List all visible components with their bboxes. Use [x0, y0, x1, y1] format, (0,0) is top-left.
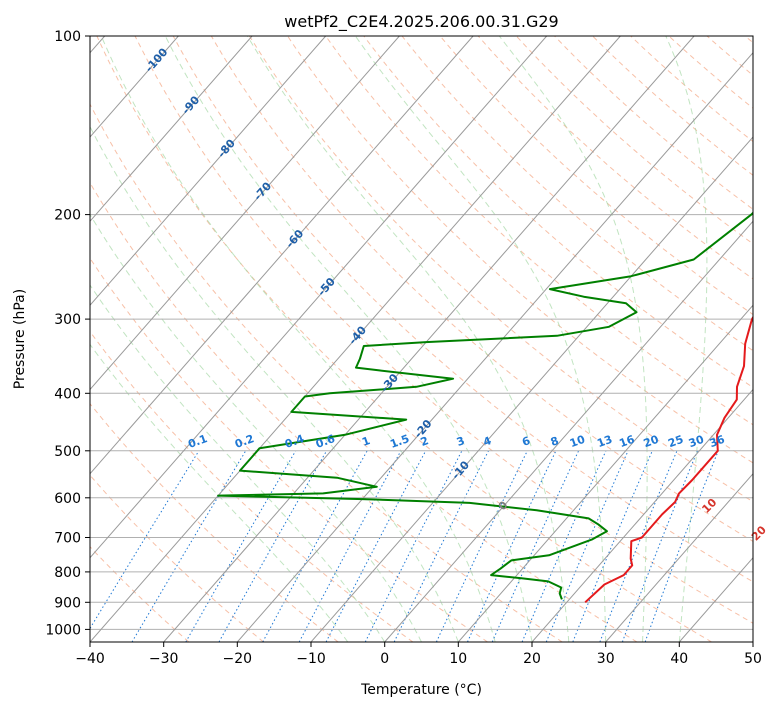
- dry-adiabat-line: [172, 36, 753, 583]
- x-tick-label: 50: [744, 651, 762, 667]
- dry-adiabat-line: [90, 474, 264, 642]
- dry-adiabat-line: [325, 36, 753, 426]
- mixing-ratio-label: 10: [568, 433, 587, 451]
- y-tick-label: 300: [54, 312, 81, 328]
- mixing-ratio-line: [644, 450, 719, 642]
- x-tick-label: 10: [449, 651, 467, 667]
- dry-adiabats: [90, 36, 753, 642]
- isotherm-line: [310, 136, 753, 642]
- mixing-ratio-label: 36: [708, 433, 727, 451]
- x-axis-label: Temperature (°C): [360, 682, 482, 698]
- isotherm-line: [457, 304, 753, 642]
- mixing-ratio-label: 0.2: [233, 432, 256, 451]
- moist-adiabat-line: [100, 36, 496, 642]
- x-tick-label: −10: [296, 651, 326, 667]
- moist-adiabat-line: [665, 36, 708, 642]
- x-tick-label: 20: [523, 651, 541, 667]
- isotherm-line: [384, 220, 753, 642]
- y-tick-label: 500: [54, 444, 81, 460]
- y-tick-label: 200: [54, 208, 81, 224]
- x-tick-label: −30: [149, 651, 179, 667]
- x-tick-label: 0: [380, 651, 389, 667]
- x-axis-ticks: −40 −30 −20 −10 0 10 20 30 40 50: [75, 642, 762, 667]
- mixing-ratio-label: 6: [520, 434, 532, 449]
- mixing-ratio-line: [521, 450, 607, 642]
- dry-adiabat-line: [90, 402, 339, 642]
- mixing-ratio-line: [364, 450, 463, 642]
- plot-background: [90, 36, 753, 642]
- moist-adiabat-line: [90, 343, 349, 642]
- mixing-ratio-label: 25: [666, 433, 685, 450]
- mixing-ratio-label: 13: [595, 433, 614, 450]
- y-tick-label: 100: [54, 29, 81, 45]
- mixing-ratio-line: [262, 450, 368, 642]
- mixing-ratio-label: 8: [549, 434, 561, 449]
- y-tick-label: 400: [54, 386, 81, 402]
- isotherm-line: [752, 641, 753, 642]
- y-tick-label: 700: [54, 531, 81, 547]
- mixing-ratio-line: [599, 450, 678, 642]
- y-tick-label: 800: [54, 565, 81, 581]
- isotherm-line: [163, 36, 695, 642]
- chart-title: wetPf2_C2E4.2025.206.00.31.G29: [284, 12, 558, 32]
- mixing-ratio-line: [298, 450, 402, 642]
- mixing-ratio-label: 0.6: [314, 432, 337, 451]
- moist-adiabat-line: [354, 36, 607, 642]
- x-tick-label: 40: [670, 651, 688, 667]
- mixing-ratio-line: [90, 450, 200, 630]
- y-tick-label: 900: [54, 595, 81, 611]
- dry-adiabat-line: [90, 181, 563, 642]
- moist-adiabat-line: [90, 125, 459, 642]
- y-tick-label: 1000: [45, 622, 81, 638]
- mixing-ratio-label: 0.4: [283, 432, 306, 451]
- dewpoint-profile-line: [217, 211, 753, 600]
- x-tick-label: −40: [75, 651, 105, 667]
- isotherm-line: [90, 36, 327, 307]
- mixing-ratio-label: 1: [360, 434, 372, 449]
- mixing-ratio-label: 30: [687, 433, 706, 451]
- moist-adiabat-line: [498, 36, 648, 642]
- mixing-ratio-label: 20: [642, 433, 661, 451]
- isotherm-line: [90, 36, 253, 222]
- dry-adiabat-line: [90, 103, 638, 642]
- isotherm-line: [90, 36, 400, 391]
- temperature-profile-line: [584, 315, 753, 604]
- mixing-ratio-line: [621, 450, 698, 642]
- isotherm-line: [605, 472, 753, 642]
- y-tick-label: 600: [54, 491, 81, 507]
- y-axis-label: Pressure (hPa): [12, 289, 28, 389]
- moist-adiabat-line: [164, 36, 533, 642]
- isotherm-line: [90, 36, 621, 642]
- dry-adiabat-line: [134, 36, 753, 624]
- dry-adiabat-line: [287, 36, 753, 464]
- x-tick-label: 30: [597, 651, 615, 667]
- isotherm-line: [90, 36, 474, 475]
- mixing-ratio-label: 0.1: [186, 432, 209, 451]
- mixing-ratio-label: 16: [617, 433, 636, 451]
- moist-adiabats: [90, 36, 708, 642]
- isotherm-line: [90, 36, 548, 559]
- dry-adiabat-line: [401, 36, 753, 352]
- mixing-ratio-line: [572, 450, 653, 642]
- dry-adiabat-line: [96, 36, 712, 642]
- y-axis-ticks: 100 200 300 400 500 600 700 800 900 1000: [45, 29, 90, 638]
- mixing-ratio-line: [545, 450, 629, 642]
- moist-adiabat-line: [246, 36, 570, 642]
- isotherm-line: [531, 388, 753, 642]
- moist-adiabat-line: [90, 213, 422, 642]
- x-tick-label: −20: [223, 651, 253, 667]
- mixing-ratio-line: [393, 450, 489, 642]
- plot-frame: [89, 35, 754, 643]
- mixing-ratio-label: 4: [481, 434, 493, 449]
- mixing-ratio-label: 3: [455, 434, 467, 449]
- mixing-ratio-label: 2: [419, 434, 431, 449]
- moist-adiabat-line: [90, 284, 386, 642]
- profile-series: [217, 211, 753, 604]
- dry-adiabat-line: [90, 257, 488, 642]
- mixing-ratio-label: 1.5: [388, 432, 411, 451]
